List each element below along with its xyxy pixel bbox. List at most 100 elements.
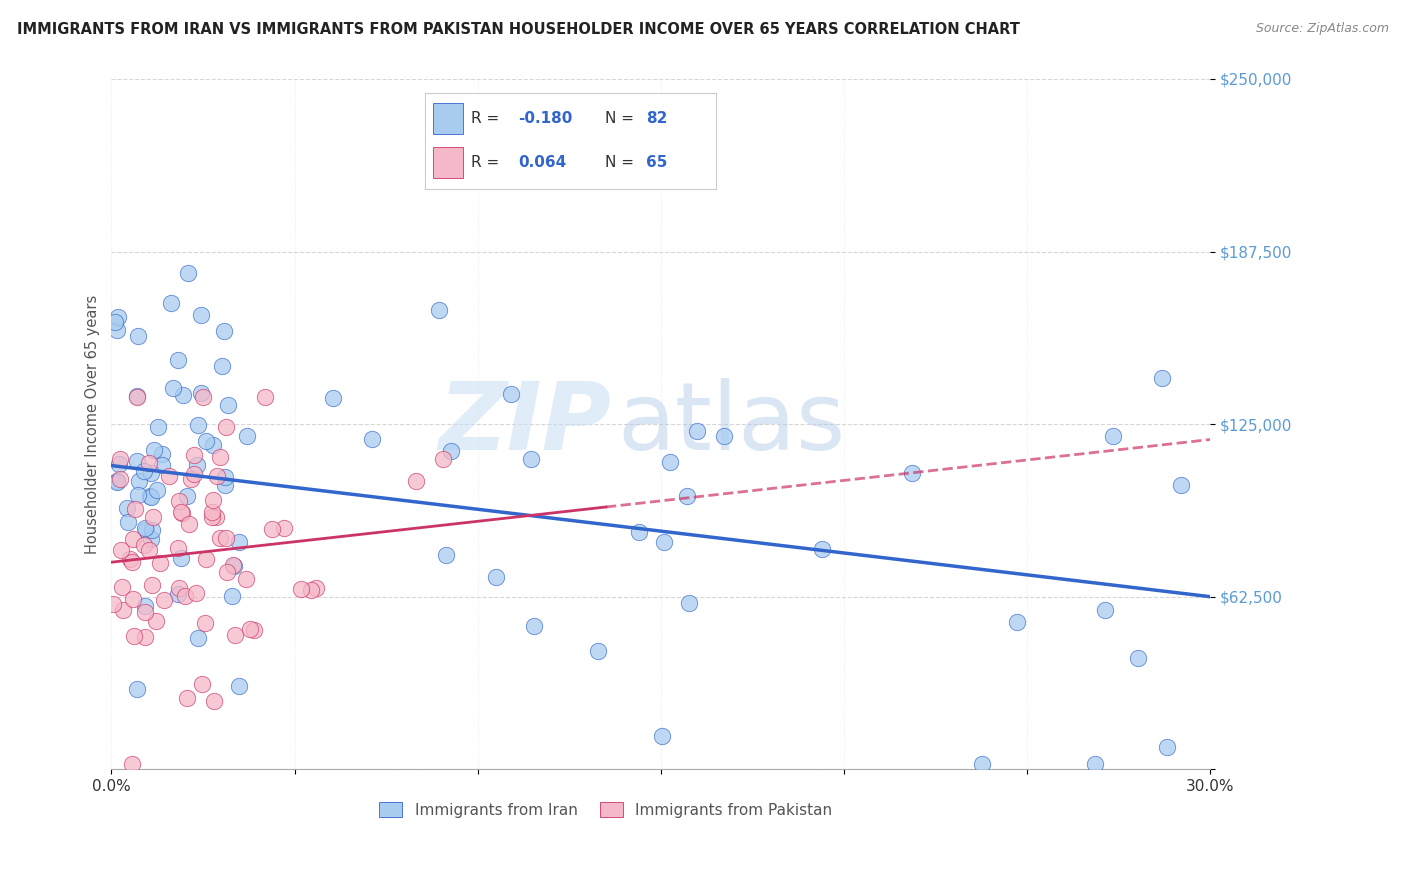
Point	[152, 592, 174, 607]
Point	[135, 523, 157, 537]
Point	[208, 450, 231, 465]
Point	[127, 389, 149, 403]
Point	[122, 532, 145, 546]
Point	[145, 615, 167, 629]
Text: Source: ZipAtlas.com: Source: ZipAtlas.com	[1256, 22, 1389, 36]
Point	[191, 676, 214, 690]
Point	[127, 390, 149, 404]
Point	[145, 483, 167, 498]
Point	[183, 448, 205, 462]
Point	[260, 522, 283, 536]
Point	[222, 558, 245, 572]
Point	[217, 398, 239, 412]
Point	[811, 542, 834, 557]
Point	[108, 451, 131, 466]
Point	[659, 455, 682, 469]
Point	[685, 424, 707, 438]
Point	[235, 572, 257, 586]
Point	[222, 559, 245, 574]
Point	[215, 565, 238, 579]
Point	[207, 468, 229, 483]
Point	[208, 531, 231, 545]
Point	[970, 756, 993, 771]
Point	[143, 442, 166, 457]
Point	[361, 432, 384, 446]
Point	[187, 632, 209, 646]
Point	[1156, 740, 1178, 755]
Point	[221, 589, 243, 603]
Point	[117, 500, 139, 515]
Point	[183, 467, 205, 481]
Point	[112, 603, 135, 617]
Point	[141, 578, 163, 592]
Point	[170, 505, 193, 519]
Point	[194, 616, 217, 631]
Point	[243, 623, 266, 637]
Point	[236, 429, 259, 443]
Point	[212, 324, 235, 338]
Point	[150, 458, 173, 472]
Point	[141, 523, 163, 537]
Point	[202, 438, 225, 452]
Point	[485, 570, 508, 584]
Point	[205, 510, 228, 524]
Point	[160, 296, 183, 310]
Point	[139, 489, 162, 503]
Point	[228, 679, 250, 693]
Point	[150, 448, 173, 462]
Point	[214, 470, 236, 484]
Point	[121, 756, 143, 771]
Point	[134, 630, 156, 644]
Point	[201, 493, 224, 508]
Point	[108, 472, 131, 486]
Point	[201, 510, 224, 524]
Point	[105, 474, 128, 488]
Point	[127, 329, 149, 343]
Point	[215, 420, 238, 434]
Point	[172, 506, 194, 520]
Point	[127, 681, 149, 696]
Point	[172, 388, 194, 402]
Point	[228, 534, 250, 549]
Point	[176, 489, 198, 503]
Point	[149, 556, 172, 570]
Point	[184, 585, 207, 599]
Point	[190, 385, 212, 400]
Point	[628, 525, 651, 540]
Point	[1102, 429, 1125, 443]
Point	[124, 502, 146, 516]
Point	[138, 456, 160, 470]
Text: ZIP: ZIP	[439, 378, 612, 470]
Point	[105, 323, 128, 337]
Y-axis label: Householder Income Over 65 years: Householder Income Over 65 years	[86, 294, 100, 554]
Point	[193, 390, 215, 404]
Point	[290, 582, 312, 596]
Point	[118, 551, 141, 566]
Point	[127, 488, 149, 502]
Point	[146, 420, 169, 434]
Text: atlas: atlas	[617, 378, 845, 470]
Point	[141, 532, 163, 546]
Point	[519, 451, 541, 466]
Point	[652, 534, 675, 549]
Point	[142, 510, 165, 524]
Point	[186, 458, 208, 472]
Point	[138, 543, 160, 558]
Point	[678, 596, 700, 610]
Point	[176, 691, 198, 706]
Point	[128, 475, 150, 489]
Point	[301, 582, 323, 597]
Point	[273, 520, 295, 534]
Point	[586, 644, 609, 658]
Point	[166, 353, 188, 368]
Point	[110, 543, 132, 558]
Point	[1170, 477, 1192, 491]
Point	[214, 478, 236, 492]
Point	[162, 380, 184, 394]
Point	[202, 694, 225, 708]
Point	[187, 418, 209, 433]
Point	[134, 464, 156, 478]
Point	[434, 548, 457, 562]
Point	[305, 581, 328, 595]
Point	[201, 505, 224, 519]
